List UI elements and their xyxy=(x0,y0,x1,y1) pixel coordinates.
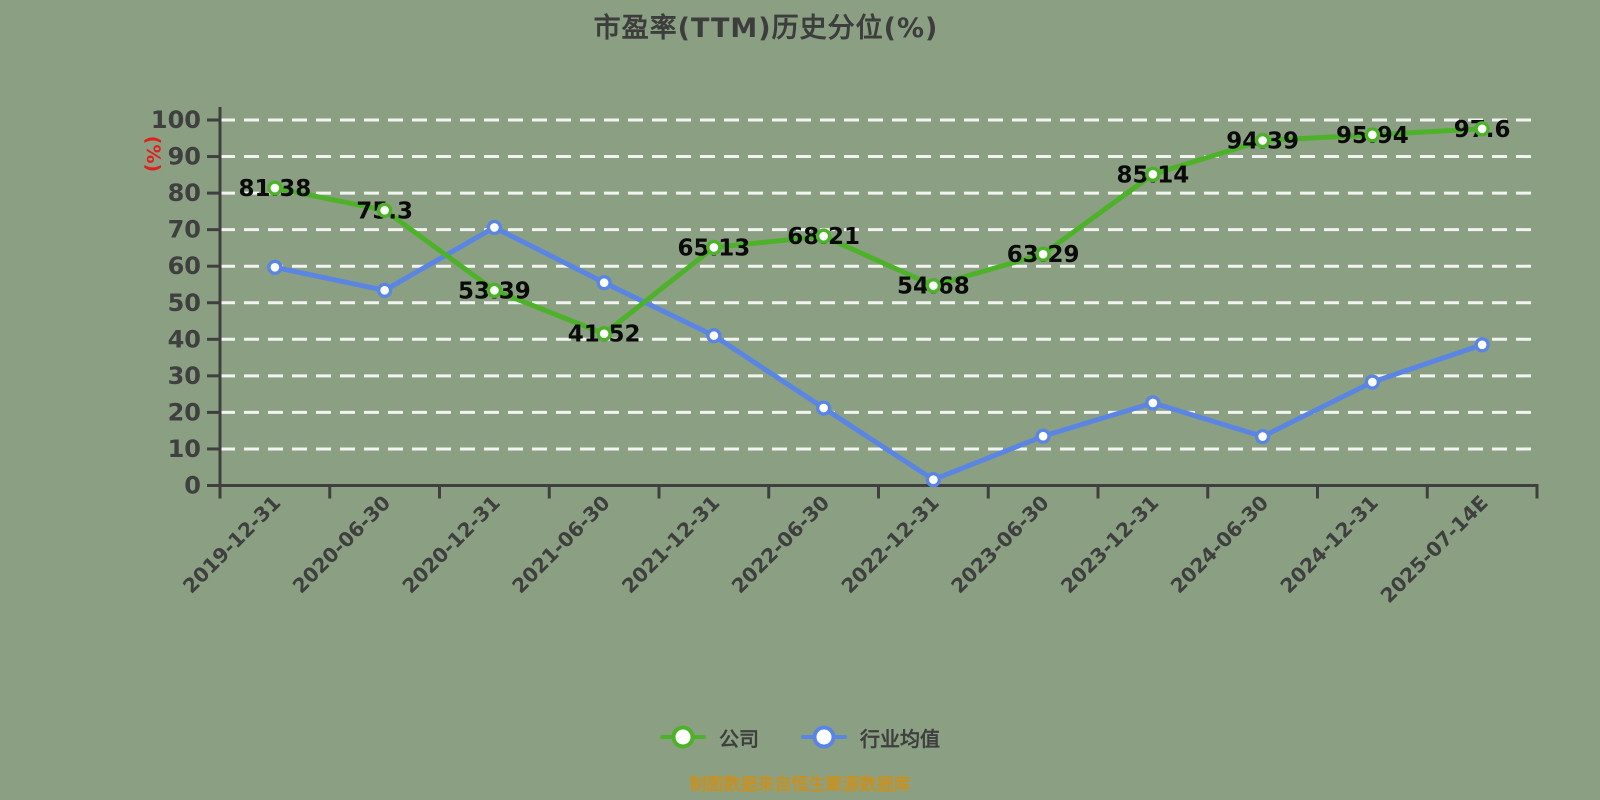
industry-average-data-point[interactable] xyxy=(706,327,722,344)
industry-average-data-point[interactable] xyxy=(486,219,503,236)
x-axis-tick-label: 2024-06-30 xyxy=(1166,491,1273,598)
legend-label-company: 公司 xyxy=(719,726,759,751)
company-data-point[interactable] xyxy=(267,180,283,196)
legend-label-industry-average: 行业均值 xyxy=(860,726,940,751)
industry-series-marker-icon xyxy=(801,724,847,750)
y-axis-tick-label: 100 xyxy=(151,106,201,134)
y-axis-tick-label: 60 xyxy=(168,252,201,280)
y-axis-tick-label: 10 xyxy=(168,435,201,463)
industry-average-data-point[interactable] xyxy=(596,274,612,291)
legend-item-company[interactable]: 公司 xyxy=(660,723,759,752)
industry-average-data-point[interactable] xyxy=(925,471,942,488)
industry-average-data-point[interactable] xyxy=(1254,428,1271,445)
x-axis-tick-label: 2024-12-31 xyxy=(1275,491,1382,598)
y-axis-tick-label: 90 xyxy=(168,143,201,171)
legend-item-industry-average[interactable]: 行业均值 xyxy=(801,723,940,752)
industry-average-series-line xyxy=(272,224,1485,483)
y-axis-tick-label: 70 xyxy=(168,216,201,244)
x-axis-tick-label: 2021-12-31 xyxy=(617,491,724,598)
company-data-point[interactable] xyxy=(925,277,942,294)
x-axis-tick-label: 2020-06-30 xyxy=(288,491,395,598)
x-axis-tick-label: 2022-12-31 xyxy=(836,491,943,598)
x-axis-tick-label: 2022-06-30 xyxy=(727,491,834,598)
company-data-point[interactable] xyxy=(706,239,722,256)
company-data-point[interactable] xyxy=(376,202,393,218)
industry-average-data-point[interactable] xyxy=(815,400,832,416)
x-axis-tick-label: 2025-07-14E xyxy=(1376,491,1493,608)
y-axis-tick-label: 30 xyxy=(168,362,201,390)
x-axis-tick-label: 2023-06-30 xyxy=(946,491,1053,598)
industry-average-data-point[interactable] xyxy=(1145,395,1161,411)
company-data-point[interactable] xyxy=(486,282,503,299)
industry-average-data-point[interactable] xyxy=(1035,428,1051,444)
x-axis-tick-label: 2023-12-31 xyxy=(1056,491,1163,598)
y-axis-tick-label: 0 xyxy=(184,472,201,500)
y-axis-tick-label: 80 xyxy=(168,179,201,207)
company-series-marker-icon xyxy=(660,724,706,750)
industry-average-data-point[interactable] xyxy=(376,282,393,299)
industry-average-data-point[interactable] xyxy=(267,259,283,275)
company-data-point[interactable] xyxy=(1254,132,1271,149)
legend: 公司 行业均值 xyxy=(0,718,1600,756)
plot-area: 0 10 20 30 40 50 60 70 80 90 100 2019-12-31 2020-06-… xyxy=(151,106,1539,608)
x-axis-tick-label: 2020-12-31 xyxy=(397,491,504,598)
company-data-point[interactable] xyxy=(1145,166,1161,183)
x-axis-tick-label: 2019-12-31 xyxy=(178,491,285,598)
legend-marker-dot xyxy=(812,725,836,749)
company-data-point[interactable] xyxy=(1364,127,1381,143)
company-data-point[interactable] xyxy=(1474,121,1490,137)
company-series-line xyxy=(272,126,1485,337)
x-axis-tick-label: 2021-06-30 xyxy=(507,491,614,598)
industry-average-data-point[interactable] xyxy=(1364,374,1381,390)
data-source-note: 制图数据来自恒生聚源数据库 xyxy=(689,775,911,795)
company-data-point[interactable] xyxy=(596,326,612,342)
chart-title: 市盈率(TTM)历史分位(%) xyxy=(593,13,939,44)
company-data-point[interactable] xyxy=(1035,246,1051,262)
y-axis-tick-label: 50 xyxy=(168,289,201,317)
company-data-point[interactable] xyxy=(815,228,832,244)
industry-average-data-point[interactable] xyxy=(1474,337,1490,353)
legend-marker-dot xyxy=(671,725,695,749)
y-axis-tick-label: 20 xyxy=(168,398,201,426)
y-axis-tick-label: 40 xyxy=(168,325,201,353)
